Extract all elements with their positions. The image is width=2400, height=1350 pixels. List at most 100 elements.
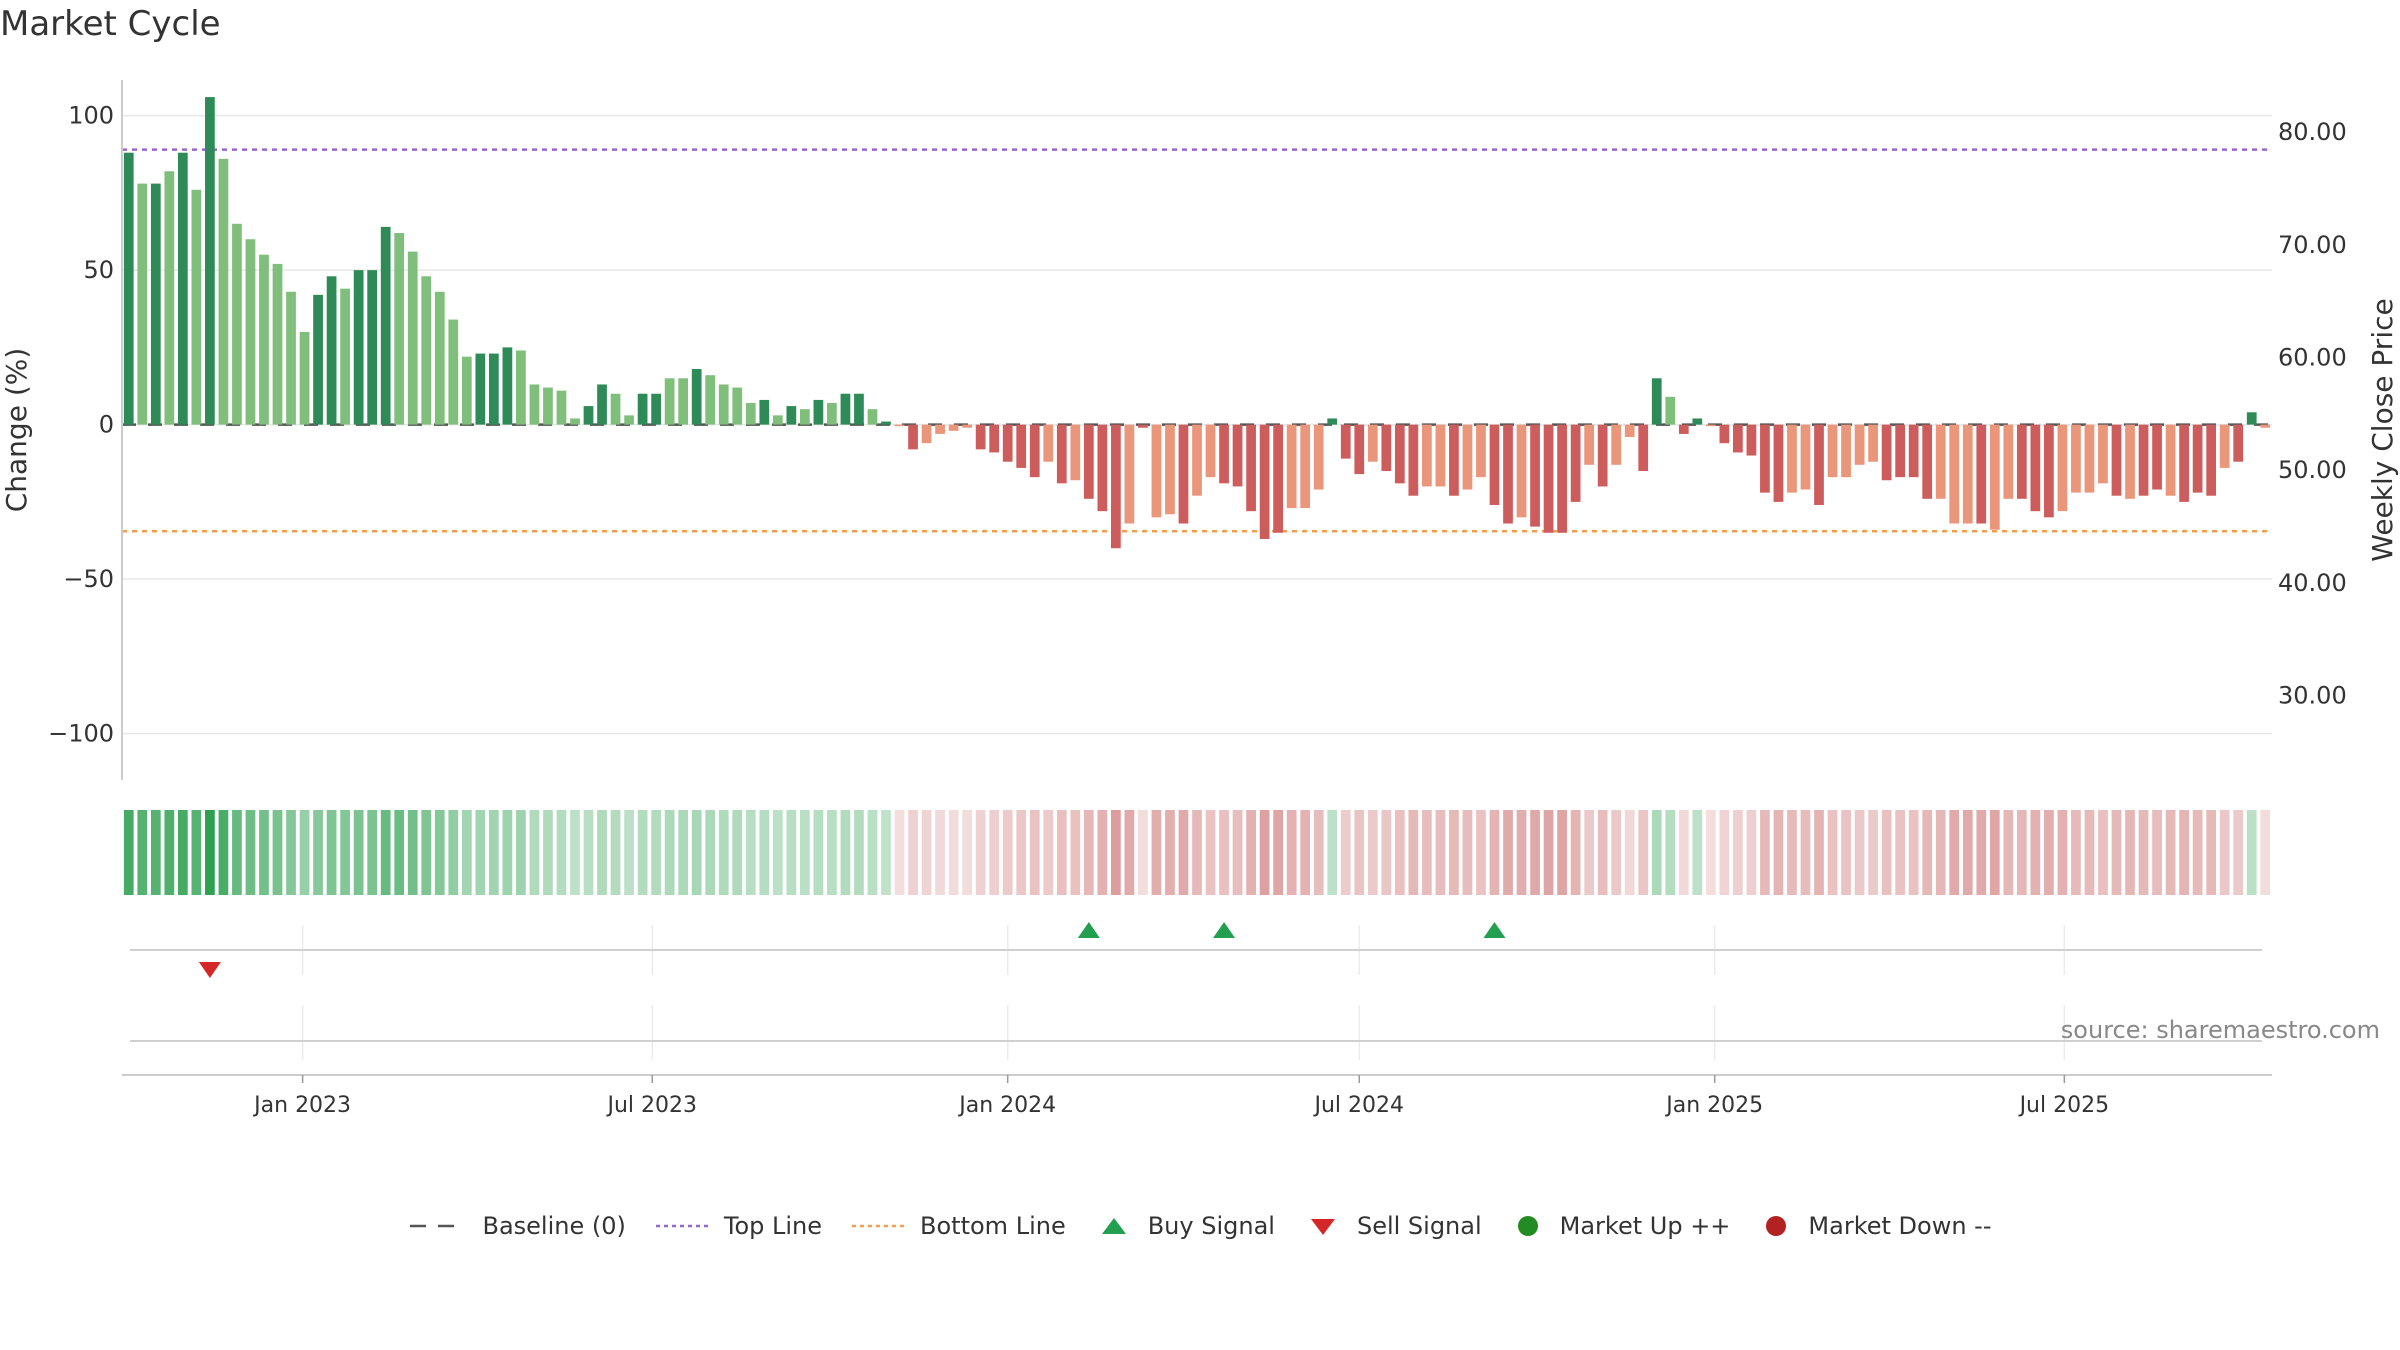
legend-buy-signal: Buy Signal (1094, 1212, 1275, 1240)
change-bar (1543, 424, 1554, 533)
change-bar (1043, 424, 1054, 462)
heat-cell (1908, 810, 1919, 895)
change-bar (1367, 424, 1378, 462)
heat-cell (123, 810, 134, 895)
heat-cell (1232, 810, 1243, 895)
change-bar (407, 251, 418, 425)
heat-cell (1800, 810, 1811, 895)
heat-cell (326, 810, 337, 895)
change-bar (935, 424, 945, 434)
heat-cell (1584, 810, 1595, 895)
chart-title: Market Cycle (0, 4, 221, 44)
heat-cell (732, 810, 743, 895)
change-bar (921, 424, 932, 444)
change-bar (1151, 424, 1162, 518)
heat-cell (975, 810, 986, 895)
change-bar (1733, 424, 1743, 453)
change-bar (205, 97, 215, 425)
heat-cell (1827, 810, 1838, 895)
change-bar (2030, 424, 2041, 512)
heat-cell (1557, 810, 1567, 895)
heat-cell (772, 810, 783, 895)
change-bar (1719, 424, 1730, 444)
change-bar (1854, 424, 1865, 465)
change-bar (1705, 424, 1716, 427)
baseline-line-icon (410, 1224, 467, 1228)
heat-cell (935, 810, 945, 895)
heat-cell (299, 810, 310, 895)
change-bar (380, 226, 391, 425)
legend-label: Buy Signal (1147, 1212, 1275, 1240)
change-bar (2206, 424, 2217, 496)
heat-cell (407, 810, 418, 895)
heat-cell (1570, 810, 1581, 895)
heat-cell (461, 810, 472, 895)
change-bar (1273, 424, 1283, 533)
x-tick-label: Jul 2023 (605, 1093, 697, 1118)
heat-cell (2125, 810, 2135, 895)
change-bar (1827, 424, 1838, 478)
heat-cell (1354, 810, 1365, 895)
heat-cell (948, 810, 959, 895)
legend-label: Market Down -- (1808, 1212, 1992, 1240)
heat-cell (1881, 810, 1892, 895)
heat-cell (1733, 810, 1743, 895)
change-bar (2057, 424, 2068, 512)
change-bar (272, 263, 283, 425)
change-bar (637, 393, 648, 425)
buy-signal-marker (1483, 922, 1506, 938)
heat-cell (516, 810, 526, 895)
change-bar (1097, 424, 1108, 512)
change-bar (1300, 424, 1311, 509)
heat-cell (1029, 810, 1040, 895)
heat-cell (1665, 810, 1676, 895)
change-bar (1394, 424, 1405, 484)
change-bar (2111, 424, 2122, 496)
change-bar (556, 390, 567, 425)
heat-cell (2152, 810, 2162, 895)
heat-cell (2192, 810, 2203, 895)
y-axis-label: Change (%) (0, 348, 33, 513)
heat-cell (1489, 810, 1500, 895)
heat-cell (1678, 810, 1689, 895)
change-bar (1746, 424, 1757, 456)
change-bar (1408, 424, 1419, 496)
heat-cell (259, 810, 269, 895)
heat-cell (502, 810, 513, 895)
change-bar (881, 421, 891, 425)
heat-cell (921, 810, 932, 895)
change-bar (1800, 424, 1811, 490)
change-bar (1516, 424, 1527, 518)
heat-cell (488, 810, 499, 895)
change-bar (2003, 424, 2014, 499)
y-tick-label: 50 (83, 256, 114, 284)
y-tick-label: 0 (99, 411, 114, 439)
heat-cell (2165, 810, 2176, 895)
change-bar (1989, 424, 2000, 530)
heat-cell (2044, 810, 2054, 895)
change-bar (867, 409, 878, 425)
y2-axis-label: Weekly Close Price (2366, 298, 2399, 561)
change-bar (313, 294, 323, 425)
heat-cell (1205, 810, 1216, 895)
heat-cell (232, 810, 242, 895)
change-bar (786, 406, 797, 425)
change-bar (353, 270, 364, 425)
change-bar (529, 384, 540, 425)
change-bar (1259, 424, 1270, 539)
heat-cell (637, 810, 648, 895)
heat-cell (1746, 810, 1757, 895)
heat-cell (1705, 810, 1716, 895)
heat-cell (678, 810, 689, 895)
change-bar (1949, 424, 1960, 524)
heat-cell (380, 810, 391, 895)
y2-tick-label: 50.00 (2278, 456, 2347, 484)
x-tick-label: Jul 2024 (1312, 1093, 1404, 1118)
heat-cell (1449, 810, 1459, 895)
change-bar (1638, 424, 1649, 471)
change-bar (232, 223, 242, 425)
heat-cell (475, 810, 486, 895)
change-bar (691, 369, 702, 425)
y2-tick-label: 70.00 (2278, 231, 2347, 259)
heat-cell (2003, 810, 2014, 895)
